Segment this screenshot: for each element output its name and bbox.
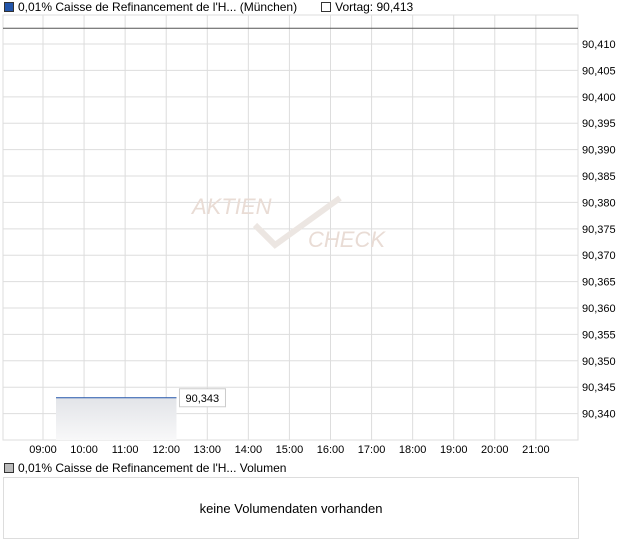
x-tick-label: 10:00 (70, 444, 98, 456)
y-tick-label: 90,405 (582, 65, 616, 77)
watermark-text: AKTIEN (190, 194, 272, 219)
x-tick-label: 20:00 (481, 444, 509, 456)
x-tick-label: 16:00 (317, 444, 345, 456)
y-tick-label: 90,400 (582, 92, 616, 104)
last-value-box (178, 388, 226, 408)
y-tick-label: 90,380 (582, 197, 616, 209)
y-tick-label: 90,375 (582, 224, 616, 236)
price-chart: 90,410 90,405 90,400 90,395 90,390 90,385 90,3… (2, 14, 616, 456)
y-tick-label: 90,385 (582, 171, 616, 183)
prev-swatch (321, 2, 332, 12)
watermark-text: CHECK (308, 227, 386, 252)
y-tick-label: 90,360 (582, 303, 616, 315)
y-tick-label: 90,340 (582, 409, 616, 421)
x-tick-label: 13:00 (194, 444, 222, 456)
y-tick-label: 90,365 (582, 277, 616, 289)
y-tick-label: 90,370 (582, 250, 616, 262)
prev-label: Vortag: 90,413 (335, 0, 414, 14)
y-tick-label: 90,350 (582, 356, 616, 368)
y-tick-label: 90,390 (582, 145, 616, 157)
x-tick-label: 11:00 (112, 444, 139, 456)
y-tick-label: 90,410 (582, 39, 616, 51)
y-tick-label: 90,345 (582, 382, 616, 394)
x-tick-label: 18:00 (399, 444, 427, 456)
x-tick-label: 15:00 (276, 444, 304, 456)
volume-legend: 0,01% Caisse de Refinancement de l'H... … (4, 461, 286, 475)
volume-empty-text: keine Volumendaten vorhanden (199, 500, 383, 516)
x-tick-label: 21:00 (522, 444, 550, 456)
x-tick-label: 14:00 (235, 444, 263, 456)
price-area (56, 397, 177, 440)
watermark-check-icon (252, 195, 342, 249)
volume-label: 0,01% Caisse de Refinancement de l'H... … (18, 461, 287, 475)
x-tick-label: 19:00 (440, 444, 468, 456)
x-tick-label: 12:00 (152, 444, 180, 456)
volume-swatch (4, 463, 14, 473)
last-value-label: 90,343 (185, 393, 219, 405)
series-label: 0,01% Caisse de Refinancement de l'H... … (18, 0, 298, 14)
x-tick-label: 17:00 (358, 444, 386, 456)
y-tick-label: 90,395 (582, 118, 616, 130)
x-tick-label: 09:00 (29, 444, 57, 456)
price-legend: 0,01% Caisse de Refinancement de l'H... … (4, 0, 413, 14)
volume-panel: keine Volumendaten vorhanden (3, 477, 579, 539)
y-tick-label: 90,355 (582, 329, 616, 341)
plot-area (2, 14, 579, 441)
series-swatch (4, 2, 14, 12)
